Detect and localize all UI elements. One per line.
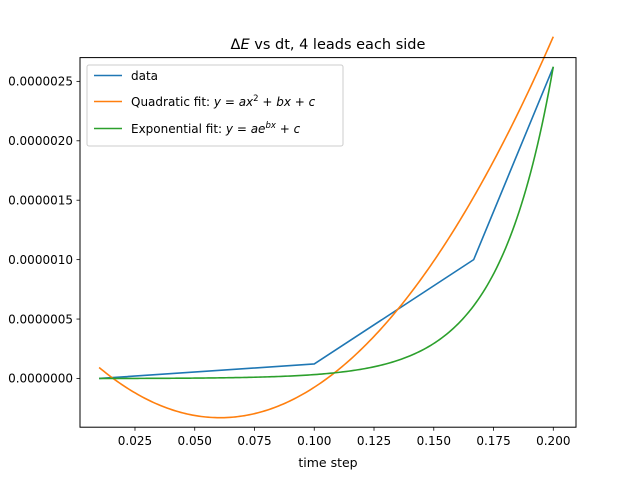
- legend-entry-quadratic: Quadratic fit: y = ax2 + bx + c: [94, 94, 316, 109]
- x-axis-label: time step: [298, 455, 357, 470]
- legend-label-data: data: [131, 69, 158, 83]
- legend: data Quadratic fit: y = ax2 + bx + c Exp…: [86, 64, 344, 147]
- x-tick-label: 0.075: [237, 434, 271, 448]
- y-tick-label: 0.0000015: [8, 193, 73, 207]
- legend-box: [86, 64, 344, 147]
- series-line-quadratic-fit: [98, 36, 555, 419]
- legend-quadratic-prefix: Quadratic fit:: [131, 95, 214, 109]
- x-tick-label: 0.050: [178, 434, 212, 448]
- plot-area: [79, 36, 577, 428]
- y-tick-label: 0.0000025: [8, 75, 73, 89]
- x-tick-label: 0.150: [417, 434, 451, 448]
- legend-label-exponential: Exponential fit: y = aebx + c: [131, 121, 301, 136]
- y-tick-label: 0.0000010: [8, 253, 73, 267]
- title-rest: vs dt, 4 leads each side: [250, 37, 426, 53]
- title-italic-var: E: [240, 37, 250, 53]
- x-tick-label: 0.025: [118, 434, 152, 448]
- x-tick-label: 0.125: [357, 434, 391, 448]
- series-layer: [98, 36, 555, 419]
- y-tick-label: 0.0000000: [8, 372, 73, 386]
- x-tick-label: 0.175: [476, 434, 510, 448]
- legend-entry-exponential: Exponential fit: y = aebx + c: [94, 121, 301, 136]
- legend-label-quadratic: Quadratic fit: y = ax2 + bx + c: [131, 94, 316, 109]
- series-line-data: [99, 66, 555, 380]
- y-axis: 0.0000000 0.0000005 0.0000010 0.0000015 0.00…: [8, 75, 80, 386]
- legend-exponential-prefix: Exponential fit:: [131, 122, 226, 136]
- axes-frame: [79, 57, 577, 428]
- series-line-exponential-fit: [99, 66, 555, 380]
- y-tick-label: 0.0000005: [8, 312, 73, 326]
- x-tick-label: 0.200: [536, 434, 570, 448]
- x-tick-label: 0.100: [297, 434, 331, 448]
- legend-entry-data: data: [94, 69, 158, 83]
- title-delta: Δ: [231, 37, 241, 53]
- y-tick-label: 0.0000020: [8, 134, 73, 148]
- x-axis: 0.025 0.050 0.075 0.100 0.125 0.150 0.175 0.200: [118, 427, 570, 448]
- chart-title: ΔE vs dt, 4 leads each side: [231, 37, 426, 53]
